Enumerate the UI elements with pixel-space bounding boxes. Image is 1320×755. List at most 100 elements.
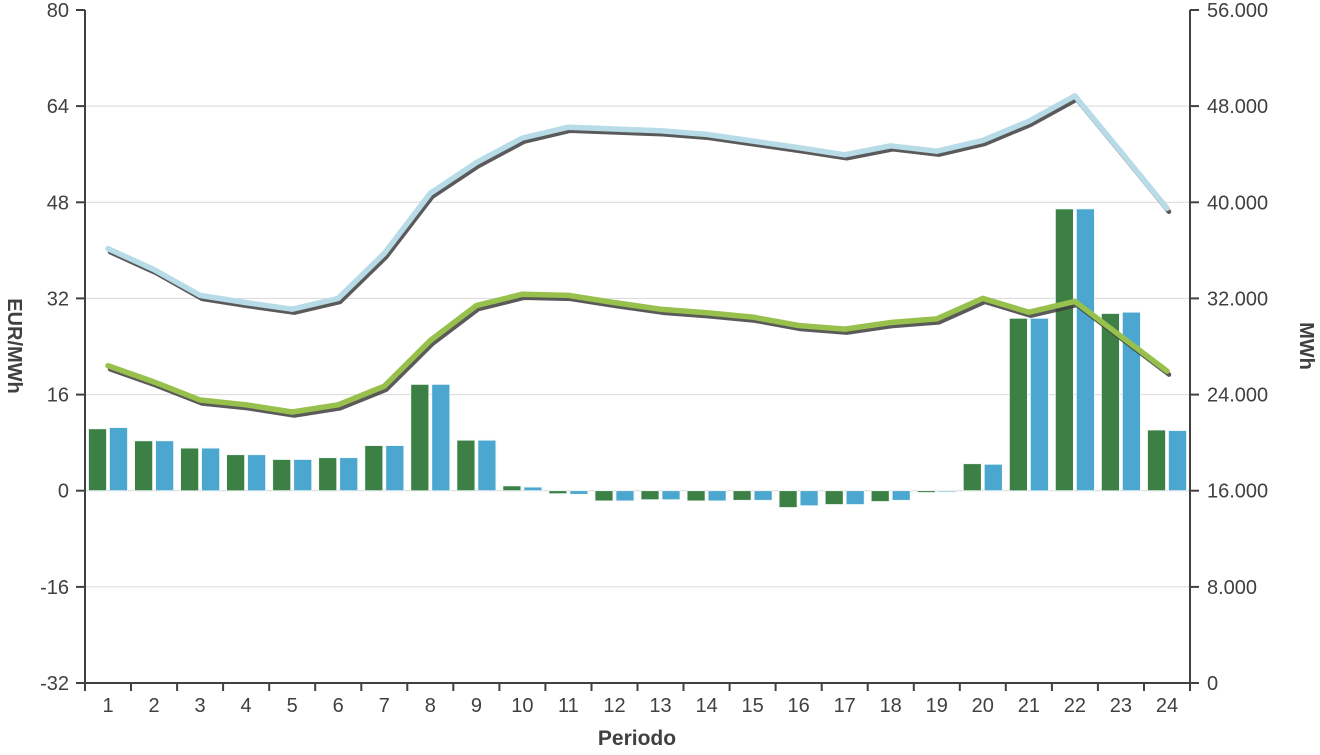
x-tick-label: 4 — [241, 695, 252, 717]
x-tick-label: 21 — [1018, 695, 1040, 717]
green-bar-period-14 — [686, 490, 706, 502]
left-tick-label: 48 — [47, 192, 69, 214]
blue-bar-period-16 — [799, 490, 819, 507]
green-bar-period-24 — [1147, 429, 1166, 492]
blue-bar-period-5 — [293, 459, 313, 492]
x-tick-label: 2 — [149, 695, 160, 717]
green-bar-period-5 — [272, 459, 292, 492]
left-tick-label: 80 — [47, 0, 69, 22]
right-tick-label: 24.000 — [1207, 385, 1268, 407]
green-bar-period-17 — [824, 490, 844, 505]
green-bar-period-16 — [778, 490, 798, 508]
green-bar-period-12 — [594, 490, 614, 502]
blue-bar-period-19 — [937, 490, 957, 493]
right-tick-label: 48.000 — [1207, 96, 1268, 118]
green-bar-period-8 — [410, 383, 430, 492]
left-tick-label: -32 — [40, 673, 69, 695]
blue-bar-period-15 — [753, 490, 773, 501]
blue-bar-period-23 — [1122, 311, 1141, 492]
x-tick-label: 16 — [787, 695, 809, 717]
left-tick-label: 0 — [58, 481, 69, 503]
x-tick-label: 13 — [649, 695, 671, 717]
x-tick-label: 6 — [333, 695, 344, 717]
green-bar-period-19 — [916, 490, 936, 493]
green-bar-period-10 — [502, 485, 522, 492]
right-tick-label: 16.000 — [1207, 481, 1268, 503]
x-tick-label: 24 — [1156, 695, 1178, 717]
blue-bar-period-7 — [385, 445, 405, 492]
x-axis-title: Periodo — [597, 727, 677, 750]
light-blue-line — [105, 93, 1170, 312]
blue-bar-period-1 — [109, 427, 128, 492]
blue-bar-period-24 — [1168, 430, 1187, 492]
blue-bar-period-22 — [1076, 208, 1095, 492]
right-tick-label: 40.000 — [1207, 192, 1268, 214]
blue-bar-period-2 — [155, 440, 175, 492]
left-tick-label: 16 — [47, 385, 69, 407]
blue-bar-period-12 — [615, 490, 635, 502]
green-bar-period-4 — [226, 454, 246, 492]
blue-bar-period-8 — [431, 383, 451, 492]
x-tick-label: 18 — [880, 695, 902, 717]
green-bar-period-15 — [732, 490, 752, 501]
blue-bar-period-4 — [247, 454, 267, 492]
right-tick-label: 0 — [1207, 673, 1218, 695]
x-tick-label: 20 — [972, 695, 994, 717]
blue-bar-period-14 — [707, 490, 727, 502]
series-green-bars — [88, 208, 1166, 508]
green-bar-period-22 — [1055, 208, 1074, 492]
blue-bar-period-3 — [201, 447, 221, 492]
right-tick-label: 56.000 — [1207, 0, 1268, 22]
blue-bar-period-9 — [477, 439, 497, 492]
x-tick-label: 22 — [1064, 695, 1086, 717]
x-tick-label: 12 — [603, 695, 625, 717]
x-tick-label: 17 — [834, 695, 856, 717]
light-blue-line-shadow — [107, 97, 1172, 315]
blue-bar-period-10 — [523, 486, 543, 492]
series-blue-bars — [109, 208, 1187, 507]
x-tick-label: 14 — [695, 695, 717, 717]
green-bar-period-21 — [1009, 317, 1028, 492]
x-tick-label: 19 — [926, 695, 948, 717]
right-tick-label: 32.000 — [1207, 288, 1268, 310]
blue-bar-period-11 — [569, 490, 589, 495]
green-line — [105, 291, 1170, 415]
blue-bar-period-21 — [1030, 317, 1049, 492]
x-tick-label: 11 — [558, 695, 579, 717]
green-bar-period-11 — [548, 490, 568, 495]
x-tick-label: 9 — [471, 695, 482, 717]
blue-bar-period-18 — [891, 490, 911, 501]
x-tick-label: 15 — [741, 695, 763, 717]
left-axis-title: EUR/MWh — [3, 298, 25, 394]
x-tick-label: 1 — [102, 695, 113, 717]
left-tick-label: 64 — [47, 96, 69, 118]
right-axis-title: MWh — [1295, 322, 1317, 370]
x-tick-label: 3 — [195, 695, 206, 717]
left-tick-label: 32 — [47, 288, 69, 310]
gridlines — [85, 105, 1190, 588]
green-bar-period-18 — [870, 490, 890, 502]
green-bar-period-20 — [962, 463, 982, 492]
green-bar-period-1 — [88, 428, 107, 492]
x-tick-label: 5 — [287, 695, 298, 717]
x-tick-label: 7 — [379, 695, 390, 717]
green-bar-period-9 — [456, 439, 476, 492]
green-bar-period-13 — [640, 490, 660, 501]
green-bar-period-6 — [318, 457, 338, 492]
left-tick-label: -16 — [40, 577, 69, 599]
axes — [76, 9, 1199, 691]
x-tick-label: 23 — [1110, 695, 1132, 717]
green-line-shadow — [107, 295, 1172, 418]
blue-bar-period-17 — [845, 490, 865, 505]
x-tick-label: 10 — [511, 695, 533, 717]
blue-bar-period-20 — [983, 463, 1003, 492]
x-tick-label: 8 — [425, 695, 436, 717]
green-bar-period-3 — [180, 447, 200, 492]
green-bar-period-7 — [364, 445, 384, 492]
blue-bar-period-6 — [339, 457, 359, 492]
right-tick-label: 8.000 — [1207, 577, 1257, 599]
blue-bar-period-13 — [661, 490, 681, 501]
green-bar-period-2 — [134, 440, 154, 492]
